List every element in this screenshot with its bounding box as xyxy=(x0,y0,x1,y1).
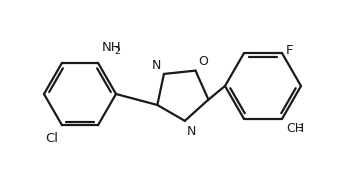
Text: F: F xyxy=(286,44,293,57)
Text: Cl: Cl xyxy=(45,132,58,145)
Text: N: N xyxy=(187,125,196,138)
Text: CH: CH xyxy=(286,122,304,135)
Text: 2: 2 xyxy=(115,47,120,56)
Text: NH: NH xyxy=(102,41,122,54)
Text: 3: 3 xyxy=(297,124,303,133)
Text: O: O xyxy=(199,55,208,68)
Text: N: N xyxy=(152,59,161,72)
